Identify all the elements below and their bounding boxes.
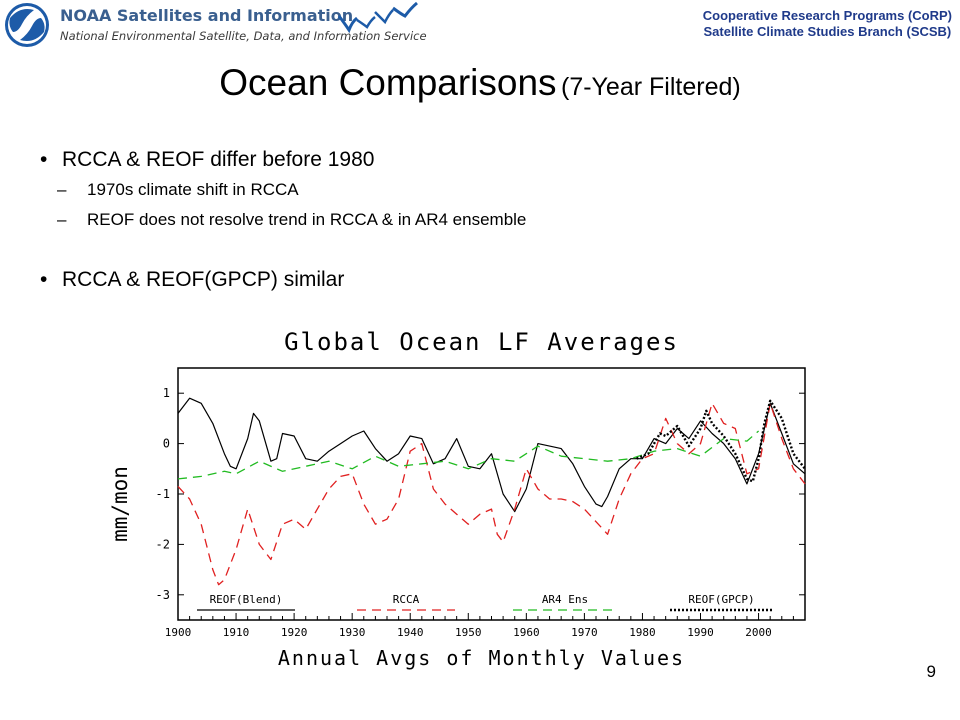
sub-bullet-2-text: REOF does not resolve trend in RCCA & in… — [87, 210, 527, 229]
title-sub: (7-Year Filtered) — [561, 73, 741, 101]
plot-frame — [177, 367, 806, 621]
x-axis-label: Annual Avgs of Monthly Values — [278, 646, 685, 670]
bullet-1: • RCCA & REOF differ before 1980 — [40, 148, 374, 172]
x-tick-label: 1960 — [513, 626, 540, 639]
y-axis-label: mm/mon — [108, 466, 132, 542]
program-line2: Satellite Climate Studies Branch (SCSB) — [703, 24, 952, 39]
legend-label: RCCA — [393, 593, 420, 606]
sub-mark: – — [57, 180, 67, 199]
x-tick-label: 1940 — [397, 626, 424, 639]
x-tick-label: 1910 — [223, 626, 250, 639]
sub-bullet-1-text: 1970s climate shift in RCCA — [87, 180, 299, 199]
x-tick-label: 1950 — [455, 626, 482, 639]
x-tick-label: 2000 — [745, 626, 772, 639]
program-line1: Cooperative Research Programs (CoRP) — [702, 8, 952, 23]
series-line-rcca — [177, 402, 806, 586]
legend-label: AR4 Ens — [542, 593, 588, 606]
bullet-mark: • — [40, 148, 48, 171]
ocean-lf-chart: Global Ocean LF Averages 1 0 -1 -2 -3 1900 1910… — [108, 328, 806, 670]
y-tick-label: -1 — [156, 487, 170, 501]
bullet-mark: • — [40, 268, 48, 291]
y-tick-label: 1 — [163, 386, 170, 400]
birds-logo — [337, 1, 418, 34]
x-tick-label: 1980 — [629, 626, 656, 639]
program-info: Cooperative Research Programs (CoRP) Sat… — [703, 8, 952, 40]
series-line-reof-gpcp — [636, 399, 806, 483]
bullet-2: • RCCA & REOF(GPCP) similar — [40, 268, 344, 292]
noaa-logo — [5, 3, 49, 47]
org-title: NOAA Satellites and Information — [60, 6, 354, 25]
legend-label: REOF(Blend) — [210, 593, 283, 606]
slide-title: Ocean Comparisons (7-Year Filtered) — [0, 62, 960, 104]
org-subtitle: National Environmental Satellite, Data, … — [60, 29, 427, 43]
y-tick-label: -3 — [156, 588, 170, 602]
sub-mark: – — [57, 210, 67, 229]
series-line-ar4-ens — [177, 430, 760, 480]
sub-bullet-2: – REOF does not resolve trend in RCCA & i… — [57, 210, 526, 230]
x-tick-label: 1930 — [339, 626, 366, 639]
chart-title: Global Ocean LF Averages — [284, 328, 679, 356]
x-tick-label: 1970 — [571, 626, 598, 639]
sub-bullet-1: – 1970s climate shift in RCCA — [57, 180, 299, 200]
bullet-1-text: RCCA & REOF differ before 1980 — [62, 148, 375, 171]
series-line-reof-blend — [177, 397, 806, 513]
y-tick-label: -2 — [156, 537, 170, 551]
x-tick-label: 1900 — [165, 626, 192, 639]
page-number: 9 — [926, 662, 936, 681]
y-tick-label: 0 — [163, 437, 170, 451]
bullet-2-text: RCCA & REOF(GPCP) similar — [62, 268, 345, 291]
legend-label: REOF(GPCP) — [688, 593, 754, 606]
title-main: Ocean Comparisons — [219, 62, 557, 103]
x-tick-label: 1990 — [687, 626, 714, 639]
x-tick-label: 1920 — [281, 626, 308, 639]
